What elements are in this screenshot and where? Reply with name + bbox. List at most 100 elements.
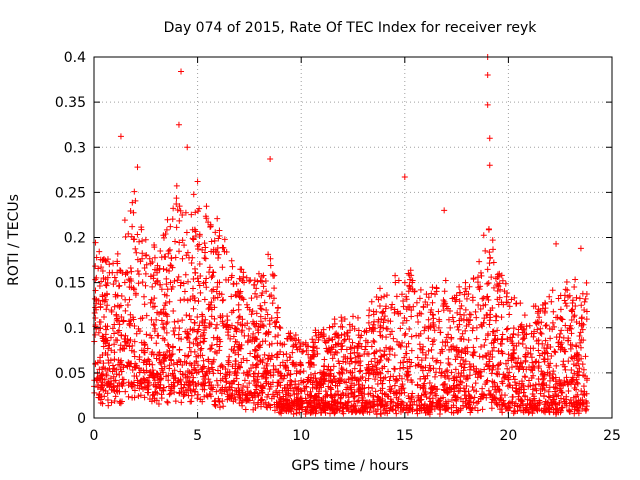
data-point bbox=[572, 398, 579, 405]
data-point bbox=[514, 360, 521, 367]
data-point bbox=[295, 336, 302, 343]
data-point bbox=[320, 395, 327, 402]
data-point bbox=[117, 400, 124, 407]
data-point bbox=[201, 296, 208, 303]
data-point bbox=[448, 397, 455, 404]
data-point bbox=[519, 402, 526, 409]
data-point bbox=[386, 377, 393, 384]
data-point bbox=[369, 403, 376, 410]
data-point bbox=[271, 285, 278, 292]
data-point bbox=[401, 174, 408, 181]
data-point bbox=[326, 404, 333, 411]
data-point bbox=[210, 248, 217, 255]
data-point bbox=[200, 373, 207, 380]
data-point bbox=[258, 387, 265, 394]
data-point bbox=[181, 391, 188, 398]
data-point bbox=[182, 209, 189, 216]
data-point bbox=[196, 261, 203, 268]
data-point bbox=[490, 328, 497, 335]
data-point bbox=[338, 332, 345, 339]
data-point bbox=[511, 407, 518, 414]
data-point bbox=[342, 354, 349, 361]
data-point bbox=[566, 324, 573, 331]
data-point bbox=[414, 410, 421, 417]
data-point bbox=[312, 327, 319, 334]
data-point bbox=[175, 248, 182, 255]
data-point bbox=[535, 380, 542, 387]
data-point bbox=[315, 334, 322, 341]
data-point bbox=[169, 343, 176, 350]
data-point bbox=[544, 369, 551, 376]
data-point bbox=[577, 400, 584, 407]
data-point bbox=[574, 380, 581, 387]
data-point bbox=[396, 365, 403, 372]
data-point bbox=[201, 386, 208, 393]
data-point bbox=[418, 357, 425, 364]
data-point bbox=[516, 380, 523, 387]
data-point bbox=[277, 348, 284, 355]
data-point bbox=[275, 368, 282, 375]
data-point bbox=[127, 207, 134, 214]
data-point bbox=[235, 384, 242, 391]
data-point bbox=[533, 337, 540, 344]
data-point bbox=[217, 387, 224, 394]
data-point bbox=[377, 332, 384, 339]
data-point bbox=[169, 216, 176, 223]
data-point bbox=[143, 367, 150, 374]
data-point bbox=[479, 390, 486, 397]
data-point bbox=[540, 382, 547, 389]
data-point bbox=[229, 363, 236, 370]
data-point bbox=[327, 349, 334, 356]
data-point bbox=[430, 312, 437, 319]
data-point bbox=[462, 350, 469, 357]
data-point bbox=[238, 359, 245, 366]
data-point bbox=[116, 282, 123, 289]
data-point bbox=[327, 385, 334, 392]
data-point bbox=[240, 355, 247, 362]
data-point bbox=[532, 385, 539, 392]
data-point bbox=[583, 279, 590, 286]
data-point bbox=[487, 392, 494, 399]
data-point bbox=[511, 346, 518, 353]
data-point bbox=[172, 238, 179, 245]
data-point bbox=[98, 264, 105, 271]
data-point bbox=[222, 365, 229, 372]
data-point bbox=[152, 325, 159, 332]
data-point bbox=[473, 335, 480, 342]
data-point bbox=[301, 387, 308, 394]
data-point bbox=[153, 340, 160, 347]
data-point bbox=[147, 273, 154, 280]
data-point bbox=[134, 164, 141, 171]
data-point bbox=[280, 375, 287, 382]
data-point bbox=[383, 303, 390, 310]
data-point bbox=[137, 258, 144, 265]
data-point bbox=[452, 356, 459, 363]
data-point bbox=[565, 388, 572, 395]
data-point bbox=[111, 387, 118, 394]
data-point bbox=[208, 299, 215, 306]
data-point bbox=[269, 271, 276, 278]
data-point bbox=[370, 321, 377, 328]
data-point bbox=[333, 378, 340, 385]
data-point bbox=[568, 307, 575, 314]
data-point bbox=[577, 339, 584, 346]
data-point bbox=[342, 359, 349, 366]
data-point bbox=[222, 384, 229, 391]
data-point bbox=[498, 378, 505, 385]
data-point bbox=[495, 283, 502, 290]
data-point bbox=[338, 318, 345, 325]
data-point bbox=[206, 323, 213, 330]
data-point bbox=[498, 299, 505, 306]
data-point bbox=[208, 345, 215, 352]
data-point bbox=[573, 376, 580, 383]
data-point bbox=[157, 281, 164, 288]
data-point bbox=[166, 298, 173, 305]
data-point bbox=[489, 366, 496, 373]
data-point bbox=[486, 135, 493, 142]
data-point bbox=[480, 232, 487, 239]
data-point bbox=[408, 307, 415, 314]
data-point bbox=[226, 380, 233, 387]
data-point bbox=[350, 313, 357, 320]
data-point bbox=[433, 285, 440, 292]
data-point bbox=[221, 248, 228, 255]
